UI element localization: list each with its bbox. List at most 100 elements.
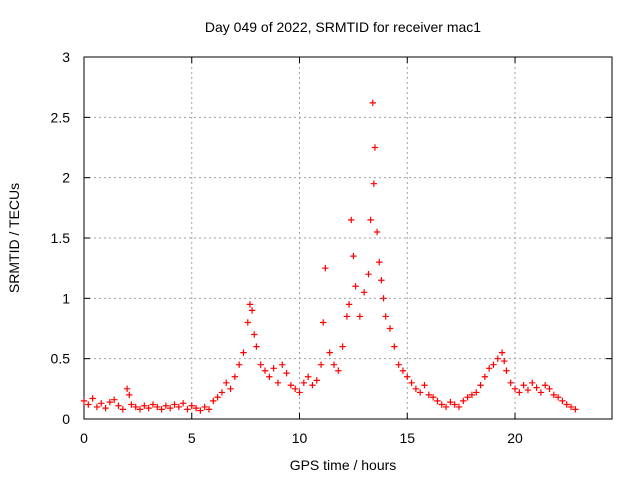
data-point — [201, 403, 208, 411]
data-point — [367, 216, 374, 224]
data-point — [141, 402, 148, 409]
data-point — [376, 258, 383, 266]
y-tick-label: 1.5 — [51, 230, 71, 246]
data-point — [477, 382, 484, 389]
data-point — [350, 252, 357, 260]
data-point — [421, 382, 428, 389]
data-point — [498, 349, 506, 356]
data-point — [380, 295, 387, 302]
data-point — [266, 373, 273, 380]
data-point — [126, 391, 133, 399]
x-tick-labels: 0 5 10 15 20 — [80, 430, 523, 446]
data-point — [529, 379, 536, 386]
data-point — [192, 404, 200, 412]
data-point — [386, 325, 394, 332]
data-point — [154, 403, 161, 411]
data-point — [214, 394, 221, 401]
data-point — [485, 365, 493, 372]
data-point — [503, 367, 510, 374]
y-tick-label: 0 — [62, 411, 70, 427]
data-point — [352, 283, 359, 290]
data-point — [360, 289, 368, 296]
data-point — [554, 394, 562, 401]
data-point — [136, 406, 144, 413]
y-tick-label: 3 — [62, 49, 70, 65]
data-point — [356, 313, 364, 320]
data-point — [511, 385, 519, 393]
data-point — [123, 385, 131, 393]
data-point — [335, 367, 342, 374]
data-point — [438, 401, 445, 408]
data-point — [345, 301, 353, 308]
data-point — [162, 402, 170, 409]
data-point — [464, 394, 471, 401]
data-point — [520, 382, 527, 389]
data-point — [371, 144, 379, 151]
data-point — [296, 389, 303, 396]
data-point — [210, 397, 217, 405]
x-tick-label: 20 — [507, 430, 523, 446]
data-point — [391, 343, 398, 350]
data-point — [559, 397, 566, 405]
data-point — [145, 404, 152, 412]
data-point — [370, 180, 378, 187]
data-point — [80, 397, 88, 405]
data-point — [244, 319, 251, 326]
data-point — [494, 355, 501, 362]
data-point — [171, 401, 178, 408]
x-tick-label: 15 — [399, 430, 415, 446]
data-point — [184, 406, 191, 413]
data-point — [287, 382, 295, 389]
data-point — [223, 379, 230, 386]
data-point — [473, 389, 480, 396]
data-point — [235, 361, 243, 368]
y-tick-label: 2 — [62, 170, 70, 186]
data-point — [460, 397, 467, 405]
data-point — [179, 400, 187, 407]
data-point — [541, 382, 549, 389]
data-point — [231, 373, 239, 380]
data-point — [89, 395, 96, 402]
data-point — [102, 404, 109, 412]
data-point — [404, 373, 411, 380]
data-point — [382, 313, 389, 320]
data-point — [93, 403, 101, 411]
data-point — [158, 406, 165, 413]
data-point — [546, 385, 553, 393]
data-point — [567, 403, 575, 411]
y-tick-label: 0.5 — [51, 351, 71, 367]
data-points — [80, 99, 579, 414]
data-point — [451, 401, 458, 408]
data-point — [98, 400, 105, 407]
data-point — [490, 361, 497, 368]
data-point — [429, 394, 437, 401]
data-point — [128, 401, 135, 408]
data-point — [563, 401, 570, 408]
data-point — [320, 319, 327, 326]
data-point — [300, 379, 308, 386]
data-point — [442, 403, 450, 411]
data-point — [447, 398, 454, 406]
data-point — [270, 365, 277, 372]
data-point — [317, 361, 325, 368]
grid-lines — [84, 57, 612, 419]
x-tick-label: 5 — [188, 430, 196, 446]
data-point — [416, 389, 424, 396]
data-point — [283, 369, 290, 377]
data-point — [330, 361, 338, 368]
data-point — [322, 264, 329, 272]
data-point — [516, 389, 523, 396]
data-point — [369, 99, 376, 107]
data-point — [425, 391, 433, 399]
data-point — [279, 361, 286, 368]
data-point — [572, 406, 579, 413]
data-point — [246, 301, 254, 308]
x-tick-label: 0 — [80, 430, 88, 446]
data-point — [188, 402, 195, 409]
data-point — [149, 401, 157, 408]
data-point — [412, 385, 420, 393]
y-tick-labels: 0 0.5 1 1.5 2 2.5 3 — [51, 49, 71, 427]
data-point — [309, 382, 316, 389]
y-axis-label: SRMTID / TECUs — [6, 183, 22, 293]
data-point — [524, 386, 532, 394]
